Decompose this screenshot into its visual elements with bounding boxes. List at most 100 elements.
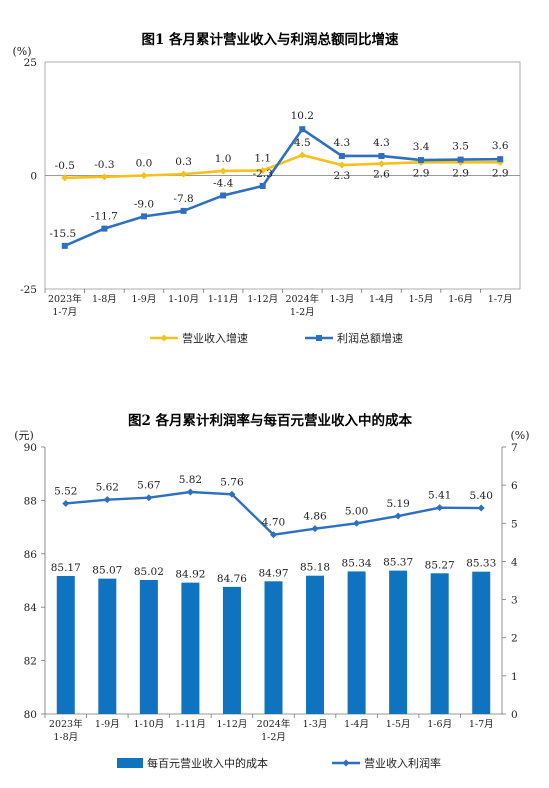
chart-2-y-right-tick-label: 7 [511,442,518,454]
cost-bar [264,581,283,714]
chart-1-x-tick-label: 1-7月 [52,307,77,318]
profit-growth-data-label: -7.8 [173,193,193,205]
revenue-growth-data-label: 0.0 [136,158,153,170]
profit-growth-point [497,156,504,163]
chart-1-title: 图1 各月累计营业收入与利润总额同比增速 [141,31,399,48]
cost-bar [222,586,241,714]
cost-bar-data-label: 84.97 [258,567,288,579]
chart-2-y-right-tick-label: 1 [511,671,518,683]
profit-growth-point [220,192,227,199]
cost-bar [139,579,158,714]
profit-growth-point [61,242,68,249]
profit-margin-data-label: 5.52 [54,485,77,497]
revenue-growth-data-label: 2.9 [413,167,430,179]
cost-bar [56,575,75,714]
chart-2-x-tick-label: 1-7月 [469,719,494,730]
chart-1-y-unit: (%) [12,45,31,58]
profit-margin-point [186,488,194,496]
revenue-growth-point [219,167,227,175]
chart-1-x-tick-label: 1-8月 [92,294,117,305]
profit-margin-data-label: 4.86 [303,511,327,523]
chart-1-x-tick-label: 1-11月 [208,294,239,305]
profit-growth-line [64,127,501,248]
profit-margin-point [62,499,70,507]
revenue-growth-line [64,153,501,180]
chart-2-y-left-tick-label: 82 [24,656,37,668]
profit-margin-point [228,490,236,498]
revenue-growth-point [298,151,306,159]
chart-2-y-right-tick-label: 6 [511,480,518,492]
chart-1-x-tick-label: 1-6月 [448,294,473,305]
profit-margin-point [103,496,111,504]
revenue-growth-point [100,173,108,181]
revenue-growth-point [338,161,346,169]
chart-2-x-tick-label: 1-12月 [217,719,248,730]
chart-1-y-tick-label: -25 [20,284,37,296]
chart-2-y-left-tick-label: 80 [24,709,37,721]
chart-2-x-tick-label: 1-10月 [133,719,164,730]
legend-profit-label: 利润总额增速 [337,331,403,345]
chart-2-y-unit-right: (%) [510,429,529,442]
profit-margin-data-label: 5.67 [137,480,160,492]
profit-growth-data-label: 3.6 [492,140,509,152]
chart-1-x-tick-label: 1-5月 [409,294,434,305]
chart-1-y-tick-label: 25 [24,57,37,69]
profit-margin-point [394,512,402,520]
cost-bar [389,570,408,714]
chart-1-x-tick-label: 1-3月 [329,294,354,305]
chart-2-y-right-tick-label: 4 [511,556,518,568]
chart-2-x-tick-label: 1-6月 [427,719,452,730]
chart-2-x-tick-label: 1-2月 [261,732,286,743]
profit-growth-point [180,207,187,214]
profit-margin-point [436,504,444,512]
revenue-growth-point [140,172,148,179]
chart-2-x-tick-label: 2023年 [49,718,83,730]
profit-margin-point [311,525,319,533]
profit-margin-point [353,519,361,527]
profit-margin-data-label: 5.62 [96,482,119,494]
profit-margin-data-label: 5.19 [386,498,409,510]
cost-bar [472,571,491,714]
revenue-growth-data-label: 1.0 [215,153,232,165]
cost-bar [430,573,449,714]
chart-1-x-tick-label: 1-7月 [488,294,513,305]
legend-profit-swatch-marker [316,335,322,341]
cost-bar-data-label: 84.76 [217,573,247,585]
chart-2-x-tick-label: 1-9月 [95,719,120,730]
profit-growth-point [338,152,345,159]
legend-cost-swatch [117,758,143,768]
profit-margin-point [270,531,277,539]
revenue-growth-data-label: -0.3 [94,159,114,171]
revenue-growth-data-label: 2.9 [452,167,469,179]
cost-bar [306,575,325,714]
chart-1-x-tick-label: 1-2月 [290,307,315,318]
chart-2-x-tick-label: 2024年 [257,718,291,730]
profit-margin-data-label: 5.41 [428,490,451,502]
cost-bar [181,582,200,714]
profit-growth-point [378,152,385,159]
chart-2-x-tick-label: 1-4月 [344,719,369,730]
chart-2-y-left-tick-label: 86 [24,549,38,561]
profit-growth-point [457,156,464,163]
revenue-growth-point [180,170,188,178]
cost-bar-data-label: 85.18 [300,562,330,574]
profit-growth-data-label: -2.3 [253,168,273,180]
revenue-growth-data-label: 0.3 [175,156,192,168]
chart-2-x-tick-label: 1-5月 [386,719,411,730]
profit-growth-data-label: 10.2 [291,110,314,122]
cost-bar-data-label: 85.02 [134,566,164,578]
chart-1-x-tick-label: 1-4月 [369,294,394,305]
cost-bar-data-label: 84.92 [175,569,205,581]
profit-growth-data-label: -9.0 [134,198,154,210]
cost-bar [98,578,117,714]
profit-margin-data-label: 5.40 [470,490,493,502]
revenue-growth-point [377,160,385,168]
cost-bar-data-label: 85.37 [383,557,413,569]
revenue-growth-data-label: 4.5 [294,137,311,149]
chart-2-x-tick-label: 1-11月 [175,719,206,730]
profit-growth-point [418,157,425,164]
revenue-growth-data-label: 2.9 [492,167,509,179]
profit-growth-data-label: 3.4 [413,141,430,153]
profit-growth-data-label: -4.4 [213,177,234,189]
cost-bar-data-label: 85.27 [425,559,455,571]
